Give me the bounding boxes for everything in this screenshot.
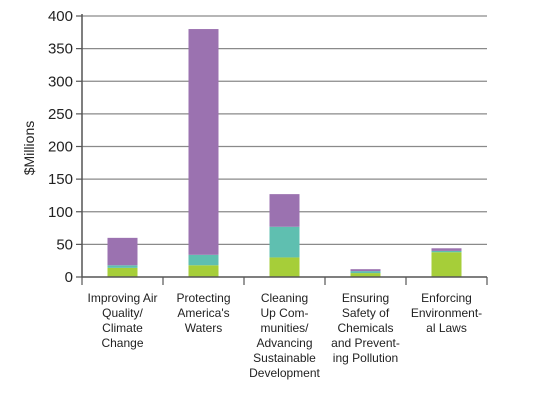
x-category-label: Ensuring Safety of Chemicals and Prevent-in… bbox=[331, 291, 400, 365]
bar-segment bbox=[269, 194, 300, 227]
y-axis-title: $Millions bbox=[21, 121, 37, 175]
y-tick-label: 300 bbox=[48, 73, 73, 90]
y-tick-label: 50 bbox=[56, 236, 73, 253]
bar-segment bbox=[107, 265, 138, 268]
y-tick-label: 200 bbox=[48, 139, 73, 156]
x-axis-category-labels: Improving Air Quality/Climate Change Protec… bbox=[87, 291, 482, 380]
bar-segment bbox=[269, 257, 300, 277]
bar-segment bbox=[188, 254, 219, 266]
y-tick-label: 350 bbox=[48, 41, 73, 58]
bar-segment bbox=[188, 29, 219, 255]
y-tick-label: 150 bbox=[48, 171, 73, 188]
bar-segment bbox=[431, 252, 462, 277]
bar-segment bbox=[350, 269, 381, 272]
y-axis-tick-labels: 0 50 100 150 200 250 300 350 400 bbox=[48, 8, 73, 286]
bar-segment bbox=[431, 248, 462, 251]
bar-segment bbox=[188, 265, 219, 277]
x-category-label: Cleaning Up Com-munities/Advancing Sustain… bbox=[249, 291, 320, 380]
x-category-label: Improving Air Quality/Climate Change bbox=[87, 291, 157, 350]
bar-segment bbox=[269, 226, 300, 258]
axes bbox=[81, 14, 488, 285]
x-category-label: Enforcing Environment-al Laws bbox=[411, 291, 482, 335]
bars bbox=[107, 29, 462, 277]
x-category-label: Protecting America's Waters bbox=[176, 291, 230, 335]
y-tick-label: 400 bbox=[48, 8, 73, 25]
gridlines bbox=[76, 15, 487, 278]
y-tick-label: 0 bbox=[65, 269, 73, 286]
bar-segment bbox=[431, 250, 462, 253]
bar-segment bbox=[107, 237, 138, 266]
y-tick-label: 100 bbox=[48, 204, 73, 221]
y-tick-label: 250 bbox=[48, 106, 73, 123]
bar-segment bbox=[350, 273, 381, 277]
bar-segment bbox=[107, 267, 138, 277]
bar-segment bbox=[350, 271, 381, 274]
